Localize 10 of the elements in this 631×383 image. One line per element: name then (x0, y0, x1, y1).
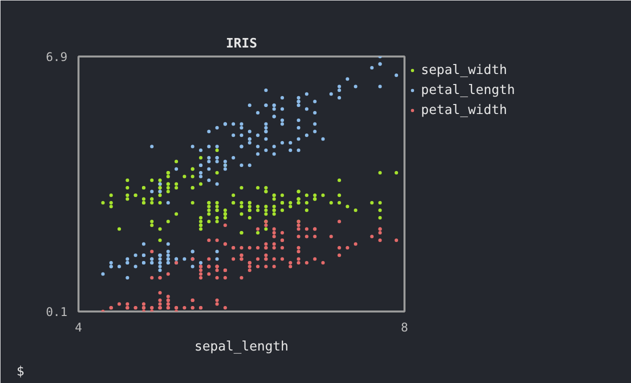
legend-label: petal_width (421, 102, 508, 118)
x-tick-label: 8 (400, 320, 408, 334)
legend-label: sepal_width (421, 62, 508, 78)
y-tick-label: 0.1 (46, 305, 68, 319)
x-axis-title: sepal_length (194, 340, 288, 354)
legend-label: petal_length (421, 82, 515, 98)
y-tick-label: 6.9 (46, 50, 68, 64)
text: $ (16, 364, 24, 380)
x-tick-label: 4 (74, 320, 82, 334)
chart-title: IRIS (226, 36, 258, 52)
